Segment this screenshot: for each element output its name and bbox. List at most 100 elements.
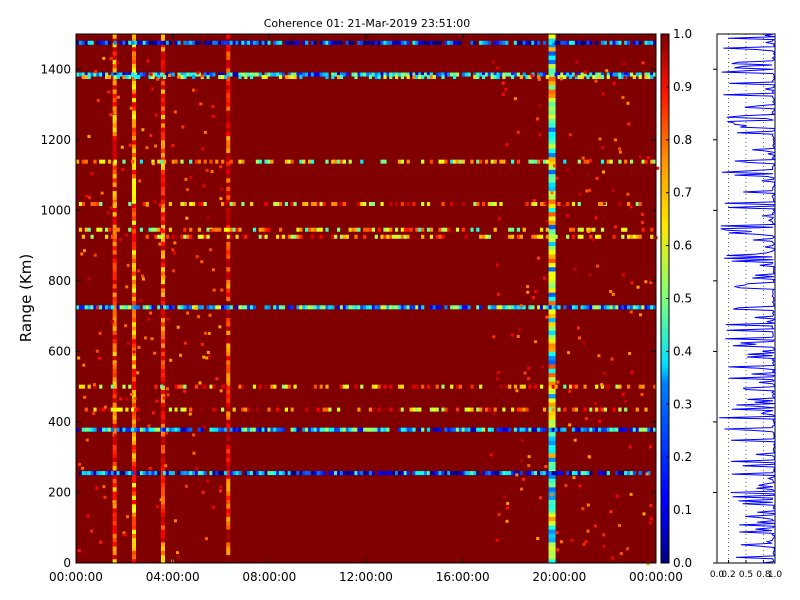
- heatmap-column-cell: [161, 482, 165, 488]
- heatmap-column-cell: [112, 63, 117, 69]
- heatmap-speckle: [621, 392, 625, 396]
- heatmap-band-cell: [412, 305, 416, 310]
- heatmap-band-cell: [296, 305, 300, 310]
- heatmap-band-cell: [296, 427, 300, 432]
- heatmap-column-cell: [112, 419, 117, 424]
- heatmap-band-cell: [458, 384, 462, 389]
- heatmap-band-cell: [612, 305, 616, 310]
- heatmap-column-cell: [226, 169, 231, 175]
- y-axis-label: Range (Km): [17, 254, 35, 342]
- heatmap-band-cell: [99, 159, 103, 164]
- heatmap-band-cell: [470, 227, 474, 232]
- heatmap-band-cell: [441, 159, 445, 164]
- heatmap-band-cell: [598, 471, 602, 476]
- heatmap-band-cell: [189, 407, 193, 412]
- heatmap-band-cell: [412, 75, 416, 80]
- heatmap-column-cell: [112, 237, 117, 242]
- heatmap-speckle: [146, 59, 150, 63]
- heatmap-band-cell: [308, 72, 312, 77]
- heatmap-band-cell: [81, 384, 85, 389]
- heatmap-column-cell: [161, 389, 165, 395]
- heatmap-column-cell: [548, 258, 556, 264]
- heatmap-band-cell: [252, 40, 257, 45]
- heatmap-band-cell: [638, 72, 642, 77]
- heatmap-band-cell: [244, 40, 248, 45]
- heatmap-column-cell: [226, 156, 231, 162]
- heatmap-column-cell: [548, 80, 556, 86]
- heatmap-band-cell: [305, 305, 309, 310]
- heatmap-column-cell: [226, 474, 231, 479]
- heatmap-band-cell: [331, 427, 335, 432]
- heatmap-band-cell: [363, 427, 367, 432]
- heatmap-band-cell: [453, 75, 457, 80]
- heatmap-speckle: [646, 156, 650, 160]
- heatmap-band-cell: [592, 72, 596, 77]
- heatmap-band-cell: [441, 384, 445, 389]
- heatmap-band-cell: [595, 305, 599, 310]
- heatmap-speckle: [202, 355, 206, 359]
- heatmap-column-cell: [548, 211, 556, 217]
- heatmap-column-cell: [112, 402, 117, 407]
- heatmap-band-cell: [308, 471, 312, 476]
- heatmap-band-cell: [122, 471, 126, 476]
- heatmap-band-cell: [351, 427, 355, 432]
- heatmap-band-cell: [232, 40, 236, 45]
- heatmap-column-cell: [132, 385, 136, 390]
- heatmap-band-cell: [203, 159, 207, 164]
- heatmap-band-cell: [325, 407, 329, 412]
- heatmap-band-cell: [392, 72, 396, 77]
- heatmap-speckle: [555, 531, 559, 535]
- heatmap-band-cell: [290, 234, 294, 239]
- heatmap-column-cell: [226, 287, 231, 293]
- heatmap-column-cell: [226, 105, 231, 111]
- heatmap-column-cell: [548, 317, 556, 323]
- heatmap-band-cell: [128, 72, 132, 77]
- heatmap-band-cell: [426, 201, 431, 206]
- heatmap-band-cell: [342, 427, 346, 432]
- heatmap-column-cell: [548, 89, 556, 94]
- heatmap-column-cell: [112, 546, 117, 551]
- heatmap-band-cell: [310, 305, 315, 310]
- heatmap-speckle: [148, 466, 152, 470]
- heatmap-band-cell: [342, 305, 346, 310]
- heatmap-band-cell: [87, 305, 91, 310]
- heatmap-band-cell: [226, 305, 230, 310]
- heatmap-band-cell: [96, 471, 100, 476]
- heatmap-band-cell: [395, 72, 399, 77]
- heatmap-band-cell: [273, 201, 277, 206]
- heatmap-column-cell: [226, 207, 231, 213]
- heatmap-band-cell: [621, 305, 625, 310]
- heatmap-band-cell: [174, 159, 178, 164]
- heatmap-speckle: [166, 387, 170, 391]
- heatmap-band-cell: [99, 471, 103, 476]
- heatmap-band-cell: [537, 305, 541, 310]
- heatmap-band-cell: [418, 72, 422, 77]
- heatmap-band-cell: [450, 72, 454, 77]
- heatmap-band-cell: [426, 40, 431, 45]
- heatmap-column-cell: [132, 376, 136, 382]
- heatmap-band-cell: [90, 201, 94, 206]
- heatmap-column-cell: [548, 55, 556, 60]
- heatmap-speckle: [516, 334, 520, 338]
- heatmap-speckle: [578, 484, 582, 488]
- heatmap-band-cell: [461, 227, 465, 232]
- heatmap-band-cell: [232, 201, 236, 206]
- heatmap-column-cell: [132, 321, 136, 327]
- heatmap-band-cell: [102, 40, 106, 45]
- heatmap-band-cell: [560, 471, 564, 476]
- heatmap-band-cell: [96, 40, 100, 45]
- heatmap-column-cell: [226, 313, 231, 319]
- heatmap-band-cell: [366, 305, 370, 310]
- heatmap-band-cell: [569, 305, 573, 310]
- heatmap-band-cell: [403, 305, 407, 310]
- heatmap-band-cell: [171, 427, 175, 432]
- heatmap-band-cell: [455, 159, 460, 164]
- heatmap-column-cell: [161, 486, 165, 492]
- heatmap-band-cell: [279, 201, 283, 206]
- heatmap-speckle: [132, 350, 136, 354]
- heatmap-band-cell: [171, 72, 175, 77]
- heatmap-speckle: [568, 133, 572, 137]
- heatmap-band-cell: [537, 72, 541, 77]
- heatmap-band-cell: [189, 234, 193, 239]
- heatmap-band-cell: [177, 407, 181, 412]
